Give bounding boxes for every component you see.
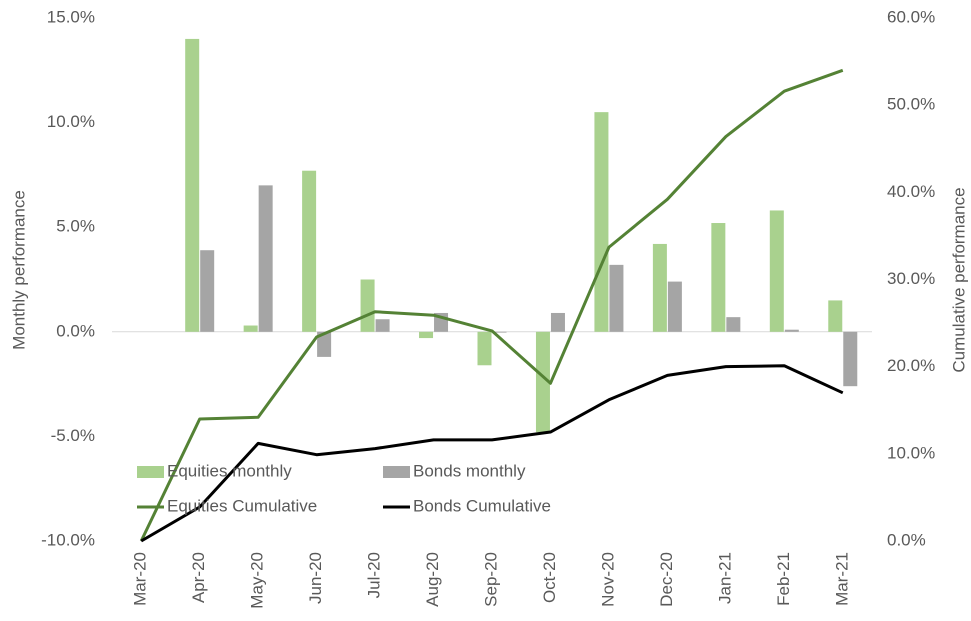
y2-tick-label: 20.0% [887, 356, 935, 375]
bar [652, 243, 667, 332]
x-tick-label: Mar-20 [131, 552, 150, 606]
bar [828, 300, 843, 332]
y2-tick-label: 50.0% [887, 95, 935, 114]
y-tick-label: 10.0% [47, 112, 95, 131]
y2-tick-label: 30.0% [887, 269, 935, 288]
y-tick-label: -5.0% [51, 426, 95, 445]
bar [419, 331, 434, 339]
bar [360, 279, 375, 332]
x-tick-label: Jan-21 [715, 552, 734, 604]
x-tick-label: Jun-20 [306, 552, 325, 604]
bar [375, 319, 390, 332]
y-tick-label: 15.0% [47, 7, 95, 26]
bar [200, 250, 215, 332]
x-tick-label: Nov-20 [598, 552, 617, 607]
legend-label: Bonds monthly [413, 461, 526, 480]
bar [258, 185, 273, 332]
bar [477, 331, 492, 366]
x-tick-label: Dec-20 [657, 552, 676, 607]
y-axis-label: Monthly performance [9, 190, 28, 350]
bar [243, 325, 258, 332]
x-tick-label: Feb-21 [774, 552, 793, 606]
bar [667, 281, 682, 332]
x-tick-label: Apr-20 [189, 552, 208, 603]
y2-tick-label: 0.0% [887, 530, 926, 549]
x-tick-label: Aug-20 [423, 552, 442, 607]
bar [726, 317, 741, 332]
x-tick-label: May-20 [248, 552, 267, 609]
bar [711, 223, 726, 332]
bar [843, 331, 858, 387]
y2-axis-label: Cumulative performance [949, 187, 968, 372]
bar [550, 312, 565, 332]
line [140, 364, 844, 543]
legend-label: Equities Cumulative [167, 496, 317, 515]
bar [594, 112, 609, 332]
legend-swatch [383, 466, 410, 478]
bar [302, 170, 317, 332]
y2-tick-label: 60.0% [887, 7, 935, 26]
legend-label: Equities monthly [167, 461, 292, 480]
x-tick-label: Sep-20 [481, 552, 500, 607]
y-tick-label: 0.0% [56, 321, 95, 340]
legend-label: Bonds Cumulative [413, 496, 551, 515]
y2-tick-label: 40.0% [887, 182, 935, 201]
x-tick-label: Jul-20 [365, 552, 384, 598]
legend-swatch [137, 466, 164, 478]
bar [317, 331, 332, 357]
line [139, 68, 844, 542]
bar [784, 329, 799, 332]
x-tick-label: Mar-21 [832, 552, 851, 606]
y-tick-label: -10.0% [41, 530, 95, 549]
bar [492, 331, 507, 333]
y2-tick-label: 10.0% [887, 443, 935, 462]
bar [769, 210, 784, 332]
bar [185, 38, 200, 332]
x-tick-label: Oct-20 [540, 552, 559, 603]
bar [535, 331, 550, 433]
y-tick-label: 5.0% [56, 217, 95, 236]
bar [609, 264, 624, 332]
